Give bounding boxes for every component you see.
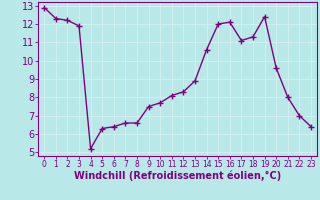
X-axis label: Windchill (Refroidissement éolien,°C): Windchill (Refroidissement éolien,°C) [74,171,281,181]
